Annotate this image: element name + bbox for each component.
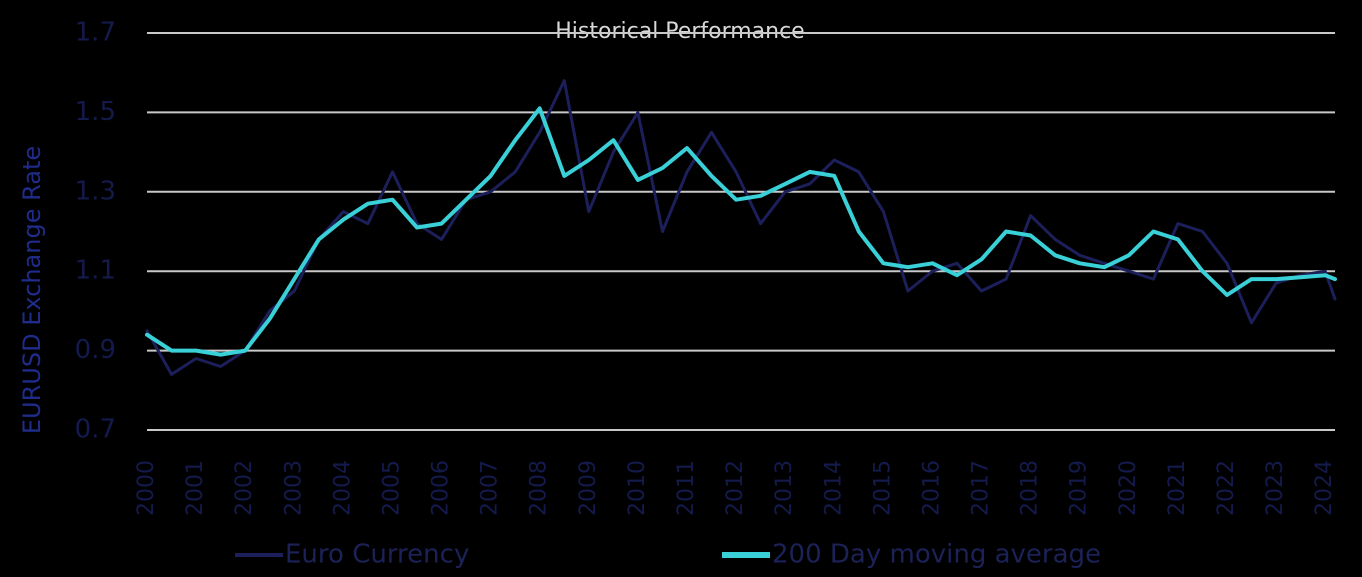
x-tick-label: 2012 [723, 460, 748, 516]
x-tick-label: 2013 [772, 460, 797, 516]
legend-label: Euro Currency [285, 540, 469, 570]
x-tick-label: 2010 [625, 460, 650, 516]
x-tick-label: 2018 [1018, 460, 1043, 516]
y-tick-label: 0.7 [75, 415, 116, 445]
x-tick-label: 2016 [919, 460, 944, 516]
x-tick-label: 2011 [674, 460, 699, 516]
x-tick-label: 2024 [1312, 460, 1337, 516]
x-tick-label: 2004 [330, 460, 355, 516]
chart-title: Historical Performance [555, 19, 804, 44]
y-tick-label: 1.7 [75, 18, 116, 48]
x-tick-label: 2015 [870, 460, 895, 516]
x-tick-label: 2005 [379, 460, 404, 516]
y-tick-label: 1.1 [75, 256, 116, 286]
y-tick-label: 0.9 [75, 335, 116, 365]
y-tick-label: 1.3 [75, 176, 116, 206]
series-line [145, 106, 1337, 357]
y-axis-label: EURUSD Exchange Rate [18, 146, 46, 434]
x-tick-label: 2001 [183, 460, 208, 516]
x-tick-label: 2014 [821, 460, 846, 516]
x-tick-label: 2019 [1067, 460, 1092, 516]
x-tick-label: 2008 [527, 460, 552, 516]
x-tick-label: 2003 [281, 460, 306, 516]
x-tick-label: 2006 [429, 460, 454, 516]
x-tick-label: 2017 [969, 460, 994, 516]
x-tick-label: 2007 [478, 460, 503, 516]
legend-label: 200 Day moving average [772, 540, 1101, 570]
x-tick-label: 2009 [576, 460, 601, 516]
x-tick-label: 2021 [1165, 460, 1190, 516]
x-tick-label: 2022 [1214, 460, 1239, 516]
x-tick-label: 2020 [1116, 460, 1141, 516]
series-line [145, 79, 1337, 376]
x-tick-label: 2002 [232, 460, 257, 516]
x-tick-label: 2023 [1263, 460, 1288, 516]
x-tick-label: 2000 [134, 460, 159, 516]
y-tick-label: 1.5 [75, 97, 116, 127]
